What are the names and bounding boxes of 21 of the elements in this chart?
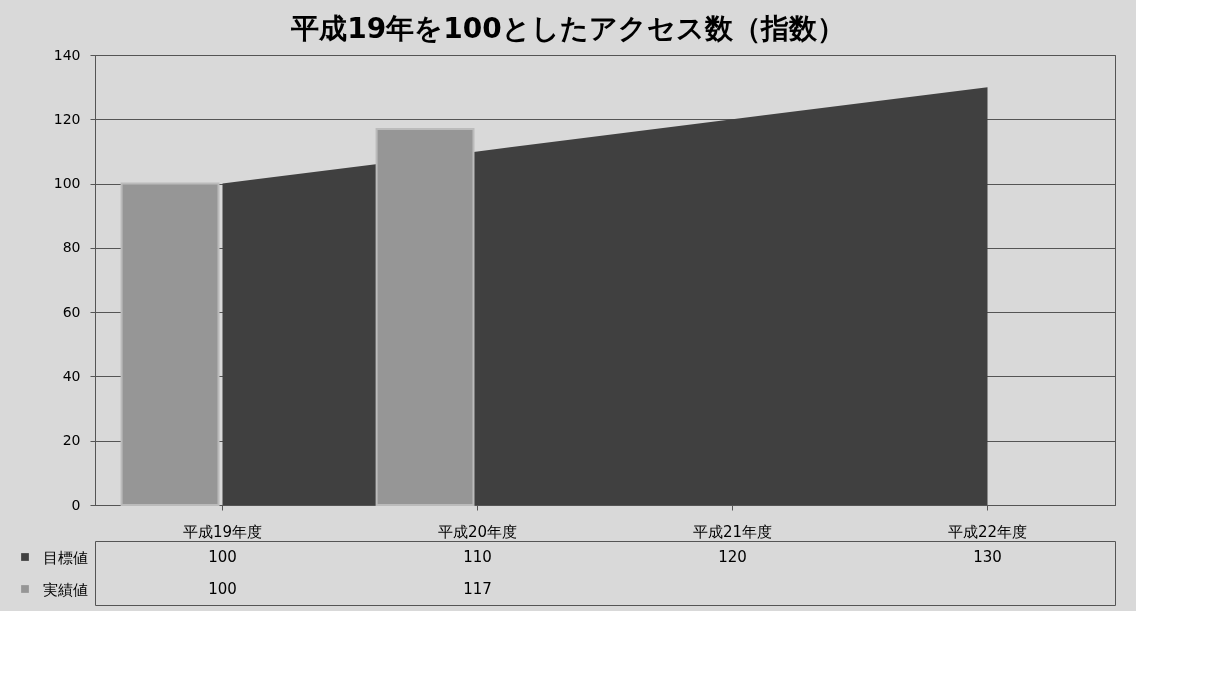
data-label: 110	[463, 548, 492, 566]
y-tick-label: 140	[53, 46, 81, 63]
data-label: 100	[208, 548, 237, 566]
y-tick-label: 20	[62, 432, 81, 449]
data-label: 120	[718, 548, 747, 566]
x-tick-label: 平成22年度	[947, 522, 1028, 541]
y-tick-label: 120	[53, 110, 81, 127]
y-tick-label: 0	[71, 496, 81, 513]
y-tick-label: 60	[62, 303, 81, 320]
data-label: 117	[463, 580, 492, 598]
legend-label: 目標値	[42, 548, 88, 567]
x-tick-label: 平成20年度	[437, 522, 518, 541]
y-tick-label: 80	[62, 239, 81, 256]
x-tick-label: 平成19年度	[182, 522, 263, 541]
x-tick-label: 平成21年度	[692, 522, 773, 541]
legend-label: 実績値	[42, 580, 88, 599]
data-label: 100	[208, 580, 237, 598]
y-tick-label: 100	[53, 175, 81, 192]
data-label: 130	[973, 548, 1002, 566]
chart-title: 平成19年を100としたアクセス数（指数）	[290, 11, 845, 45]
y-tick-label: 40	[62, 367, 81, 384]
